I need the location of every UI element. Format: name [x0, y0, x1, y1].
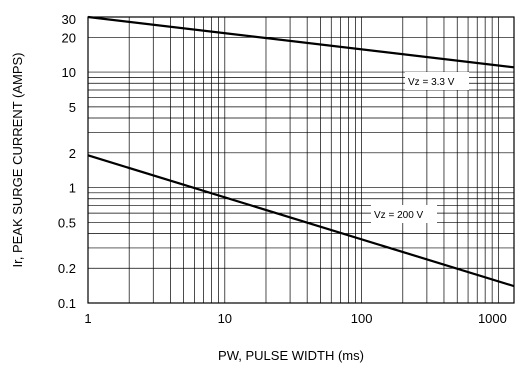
y-tick-labels: 0.1 0.2 0.5 1 2 5 10 20 30 — [58, 12, 76, 311]
x-axis-label: PW, PULSE WIDTH (ms) — [218, 348, 364, 363]
x-tick-label: 10 — [218, 311, 232, 326]
annotation-bg — [371, 205, 437, 223]
series-lines — [87, 15, 515, 288]
x-tick-label: 1 — [84, 311, 91, 326]
y-tick-label: 30 — [62, 12, 76, 27]
plot-frame — [87, 16, 515, 304]
series-line-1 — [87, 15, 515, 69]
x-tick-label: 1000 — [478, 311, 507, 326]
y-tick-label: 1 — [69, 181, 76, 196]
y-tick-label: 10 — [62, 65, 76, 80]
y-tick-label: 0.2 — [58, 261, 76, 276]
y-tick-label: 0.5 — [58, 215, 76, 230]
series-line-2 — [87, 154, 515, 288]
x-tick-labels: 1 10 100 1000 — [84, 311, 506, 326]
series-annotation: Vz = 200 V — [374, 210, 424, 221]
y-tick-label: 5 — [69, 100, 76, 115]
annotation-bg — [405, 72, 469, 90]
y-tick-label: 0.1 — [58, 296, 76, 311]
x-tick-label: 100 — [351, 311, 373, 326]
y-tick-label: 20 — [62, 30, 76, 45]
annotations: Vz = 3.3 V Vz = 200 V — [371, 72, 469, 223]
series-annotation: Vz = 3.3 V — [408, 77, 455, 88]
y-axis-label: Ir, PEAK SURGE CURRENT (AMPS) — [10, 52, 25, 267]
y-tick-label: 2 — [69, 146, 76, 161]
